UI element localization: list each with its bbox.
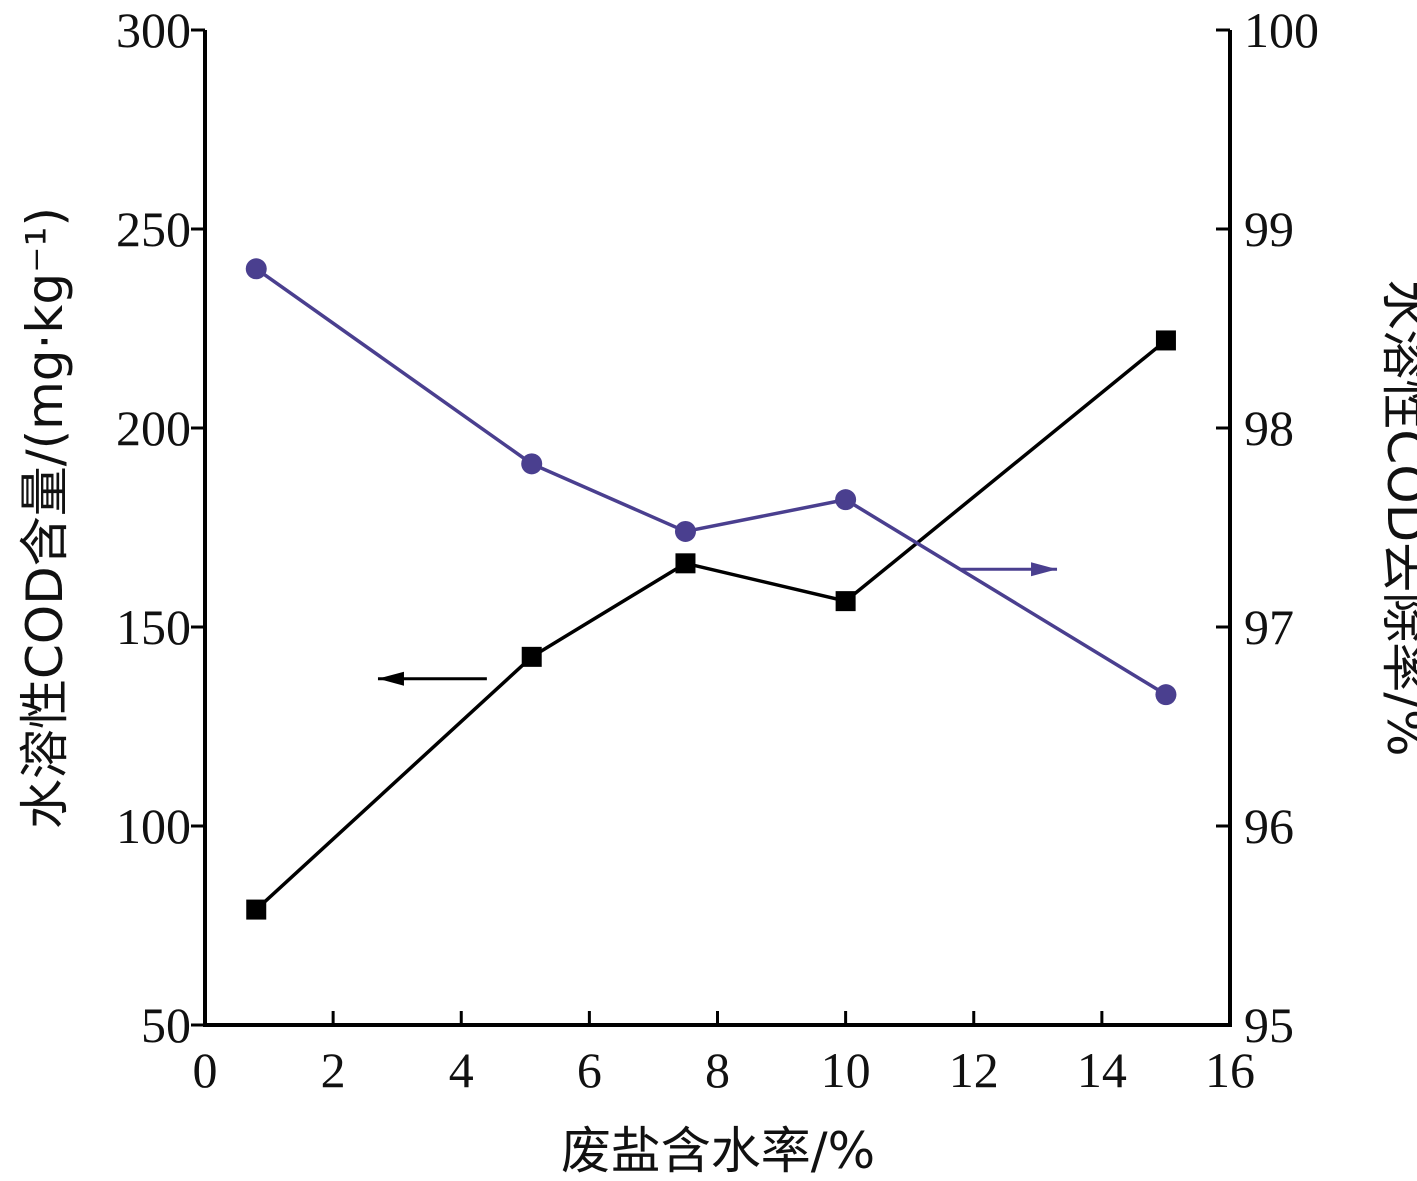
axes: 0 2 4 6 8 10 12 14 16 50 100 150 200 250 300 95 96 97 98 99… (116, 2, 1319, 1098)
x-tick-label: 12 (949, 1042, 999, 1098)
left-y-tick-label: 300 (116, 2, 191, 58)
x-tick-label: 4 (449, 1042, 474, 1098)
x-tick-label: 14 (1077, 1042, 1127, 1098)
left-y-tick-label: 200 (116, 400, 191, 456)
data-point-circle (674, 520, 696, 542)
left-y-tick-label: 50 (141, 997, 191, 1053)
series-line-left (255, 339, 1168, 911)
left-y-axis-title: 水溶性COD含量/(mg·kg⁻¹) (16, 207, 74, 829)
data-point-square (521, 646, 542, 667)
right-y-tick-label: 97 (1244, 599, 1294, 655)
left-axis-arrow-head (377, 671, 404, 686)
left-y-tick-label: 100 (116, 798, 191, 854)
x-tick-label: 10 (821, 1042, 871, 1098)
x-axis-title: 废盐含水率/% (561, 1122, 875, 1180)
series-line-right (255, 267, 1167, 697)
left-axis-arrow (377, 671, 487, 686)
x-tick-label: 16 (1205, 1042, 1255, 1098)
left-y-tick-label: 150 (116, 599, 191, 655)
right-y-tick-label: 96 (1244, 798, 1294, 854)
right-axis-arrow (960, 562, 1058, 577)
right-y-tick-label: 99 (1244, 201, 1294, 257)
x-tick-label: 2 (321, 1042, 346, 1098)
data-point-square (675, 553, 696, 574)
x-tick-label: 8 (705, 1042, 730, 1098)
x-tick-label: 0 (193, 1042, 218, 1098)
data-point-square (835, 591, 856, 612)
right-axis-arrow-head (1031, 562, 1058, 577)
data-point-circle (521, 453, 543, 475)
right-y-axis-title: 水溶性COD去除率/% (1376, 279, 1417, 756)
right-y-tick-label: 95 (1244, 997, 1294, 1053)
data-point-circle (835, 489, 857, 511)
data-point-circle (1155, 684, 1177, 706)
series-layer (245, 258, 1177, 920)
data-point-square (246, 899, 267, 920)
annotation-layer (377, 562, 1058, 686)
right-y-tick-label: 100 (1244, 2, 1319, 58)
data-point-square (1155, 330, 1176, 351)
data-point-circle (245, 258, 267, 280)
left-y-tick-label: 250 (116, 201, 191, 257)
right-y-tick-label: 98 (1244, 400, 1294, 456)
x-tick-label: 6 (577, 1042, 602, 1098)
